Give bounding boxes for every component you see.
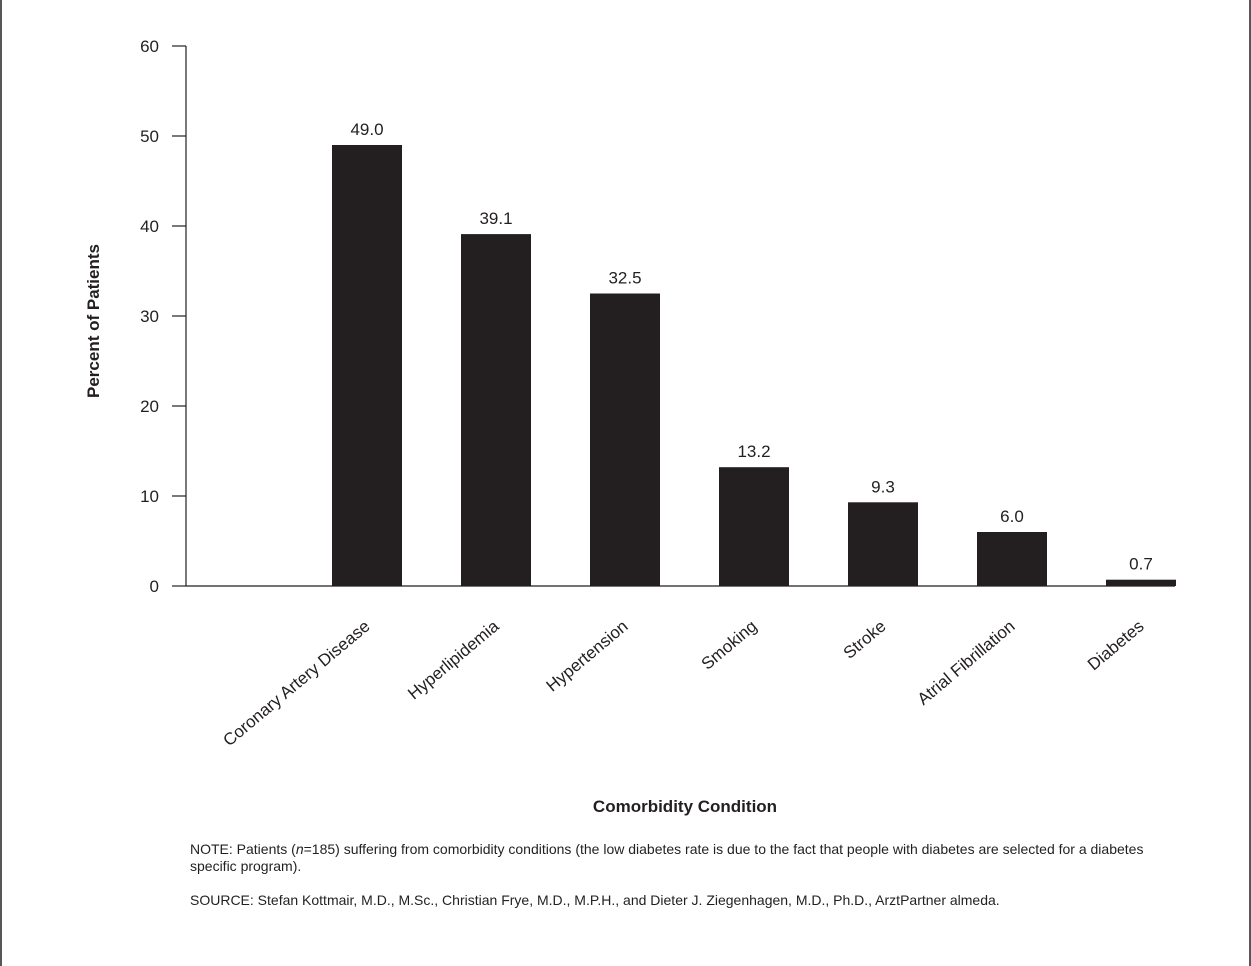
note-n-symbol: n <box>295 841 304 857</box>
bar <box>719 467 789 586</box>
bar-value-label: 49.0 <box>350 120 383 139</box>
x-tick-label: Atrial Fibrillation <box>914 617 1019 709</box>
y-tick-label: 10 <box>140 487 159 506</box>
bar-value-label: 13.2 <box>737 442 770 461</box>
x-tick-label: Smoking <box>698 617 761 674</box>
y-tick-label: 50 <box>140 127 159 146</box>
bars <box>332 145 1176 586</box>
x-tick-label: Hyperlipidemia <box>404 616 503 703</box>
bar-value-label: 32.5 <box>608 269 641 288</box>
bar <box>977 532 1047 586</box>
y-tick-label: 20 <box>140 397 159 416</box>
note-suffix: =185) suffering from comorbidity conditi… <box>190 841 1144 874</box>
note-text: NOTE: Patients (n=185) suffering from co… <box>190 841 1150 875</box>
x-tick-label: Diabetes <box>1084 617 1148 675</box>
bar <box>848 502 918 586</box>
bar-value-label: 39.1 <box>479 209 512 228</box>
bar <box>590 293 660 586</box>
y-tick-label: 0 <box>150 577 159 596</box>
axes <box>172 45 1175 587</box>
bar <box>332 145 402 586</box>
y-axis-title: Percent of Patients <box>84 244 103 398</box>
x-axis-title: Comorbidity Condition <box>593 797 777 816</box>
bar-value-label: 9.3 <box>871 477 895 496</box>
bar <box>461 234 531 586</box>
bar-value-label: 0.7 <box>1129 555 1153 574</box>
note-prefix: NOTE: Patients ( <box>190 841 296 857</box>
x-tick-label: Stroke <box>840 617 890 663</box>
x-tick-label: Hypertension <box>543 617 632 696</box>
y-tick-label: 60 <box>140 37 159 56</box>
bar-value-label: 6.0 <box>1000 507 1024 526</box>
x-tick-label: Coronary Artery Disease <box>219 617 373 751</box>
bar <box>1106 579 1176 586</box>
y-tick-label: 40 <box>140 217 159 236</box>
source-text: SOURCE: Stefan Kottmair, M.D., M.Sc., Ch… <box>190 892 1000 908</box>
y-tick-label: 30 <box>140 307 159 326</box>
